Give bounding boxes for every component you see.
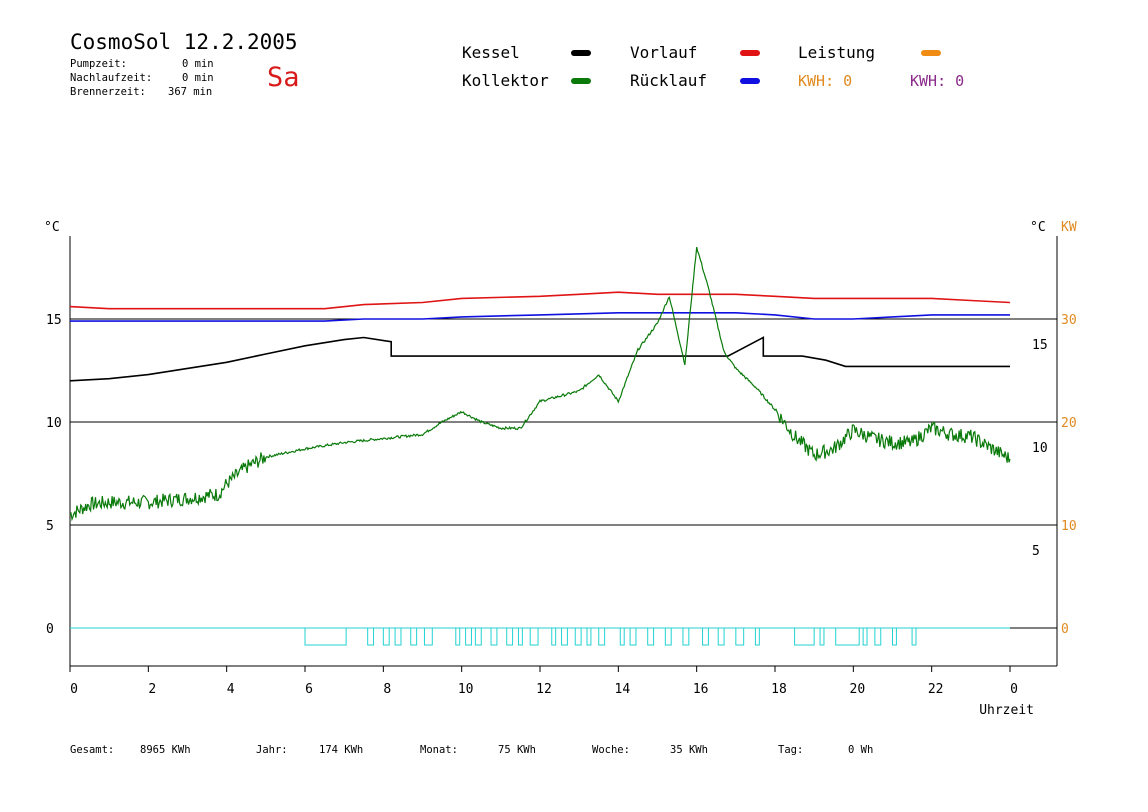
nachlaufzeit-value: 0 min: [182, 72, 214, 84]
x-tick-label: 6: [305, 682, 313, 697]
y-tick-label-left: 15: [46, 313, 62, 328]
y-tick-label-right-power: 10: [1061, 519, 1077, 534]
pump-pulse: [862, 627, 868, 646]
pump-pulse: [490, 627, 498, 646]
nachlaufzeit-label: Nachlaufzeit:: [70, 72, 153, 84]
pump-pulse: [682, 627, 690, 646]
series-line-ruecklauf: [70, 312, 1010, 322]
x-tick-label: 20: [850, 682, 866, 697]
y-axis-unit-right-power: KW: [1061, 220, 1077, 235]
pump-pulse: [551, 627, 557, 646]
x-tick-label: 10: [458, 682, 474, 697]
pump-pulse: [574, 627, 582, 646]
legend-kessel-swatch: [571, 50, 591, 56]
legend-ruecklauf-label: Rücklauf: [630, 71, 708, 90]
x-tick-label: 0: [70, 682, 78, 697]
pumpzeit-label: Pumpzeit:: [70, 58, 127, 70]
x-tick-label: 0: [1010, 682, 1018, 697]
x-tick-label: 4: [227, 682, 235, 697]
pump-pulse: [506, 627, 514, 646]
pump-pulse: [586, 627, 592, 646]
series-line-kollektor: [69, 246, 1011, 522]
y-axis-unit-right-temp: °C: [1030, 220, 1046, 235]
x-tick-label: 8: [383, 682, 391, 697]
legend-vorlauf-label: Vorlauf: [630, 43, 698, 62]
legend-ruecklauf-swatch: [740, 78, 760, 84]
pump-pulse: [465, 627, 472, 646]
pump-pulse: [735, 627, 745, 646]
x-tick-label: 12: [536, 682, 552, 697]
legend-kessel-label: Kessel: [462, 43, 520, 62]
pump-pulse: [455, 627, 461, 646]
y-tick-label-right-power: 20: [1061, 416, 1077, 431]
y-tick-label-right-temp: 10: [1032, 441, 1048, 456]
y-tick-label-right-temp: 5: [1032, 544, 1040, 559]
y-tick-label-left: 10: [46, 416, 62, 431]
jahr-value: 174 KWh: [319, 744, 364, 756]
woche-label: Woche:: [592, 744, 630, 756]
pump-pulse: [717, 627, 725, 646]
monat-label: Monat:: [420, 744, 458, 756]
tag-label: Tag:: [778, 744, 804, 756]
x-tick-label: 22: [928, 682, 944, 697]
pump-pulse: [394, 627, 402, 646]
legend-kollektor-label: Kollektor: [462, 71, 549, 90]
legend-kwh-leistung: KWH: 0: [798, 72, 853, 90]
y-tick-label-left: 0: [46, 622, 54, 637]
pump-pulse: [410, 627, 418, 646]
monat-value: 75 KWh: [498, 744, 536, 756]
y-tick-label-right-temp: 15: [1032, 338, 1048, 353]
legend-leistung-label: Leistung: [798, 43, 876, 62]
series-line-vorlauf: [69, 291, 1011, 310]
legend-vorlauf-swatch: [740, 50, 760, 56]
pump-pulse: [754, 627, 760, 646]
pump-pulse: [561, 627, 568, 646]
pump-pulse: [619, 627, 625, 646]
legend-leistung-swatch: [921, 50, 941, 56]
y-tick-label-right-power: 30: [1061, 313, 1077, 328]
pump-pulse: [517, 627, 523, 646]
pump-pulse: [367, 627, 375, 646]
pump-pulse: [874, 627, 882, 646]
brennerzeit-value: 367 min: [168, 86, 213, 98]
legend-kwh-second: KWH: 0: [910, 72, 965, 90]
gesamt-value: 8965 KWh: [140, 744, 191, 756]
pump-pulse: [629, 627, 637, 646]
tag-value: 0 Wh: [848, 744, 874, 756]
pump-pulse: [598, 627, 606, 646]
series-line-kessel: [69, 336, 1010, 382]
jahr-label: Jahr:: [256, 744, 288, 756]
x-tick-label: 16: [693, 682, 709, 697]
pump-pulse: [474, 627, 482, 646]
pump-pulse: [835, 627, 860, 646]
brennerzeit-label: Brennerzeit:: [70, 86, 146, 98]
weekday-label: Sa: [267, 62, 300, 93]
y-tick-label-left: 5: [46, 519, 54, 534]
pump-pulse: [892, 627, 897, 646]
pump-pulse: [304, 627, 347, 646]
pump-pulse: [794, 627, 815, 646]
pump-pulse: [382, 627, 390, 646]
pump-pulse: [664, 627, 672, 646]
y-tick-label-right-power: 0: [1061, 622, 1069, 637]
x-tick-label: 18: [771, 682, 787, 697]
x-tick-label: 14: [615, 682, 631, 697]
app-title: CosmoSol 12.2.2005: [70, 30, 298, 54]
pump-pulse: [819, 627, 825, 646]
x-axis-label: Uhrzeit: [979, 703, 1034, 718]
x-tick-label: 2: [148, 682, 156, 697]
woche-value: 35 KWh: [670, 744, 708, 756]
y-axis-unit-left: °C: [44, 220, 60, 235]
pump-pulse: [423, 627, 433, 646]
pump-pulse: [529, 627, 539, 646]
legend-kollektor-swatch: [571, 78, 591, 84]
pump-pulse: [911, 627, 917, 646]
pump-pulse: [702, 627, 709, 646]
pump-pulse: [647, 627, 655, 646]
gesamt-label: Gesamt:: [70, 744, 115, 756]
pumpzeit-value: 0 min: [182, 58, 214, 70]
